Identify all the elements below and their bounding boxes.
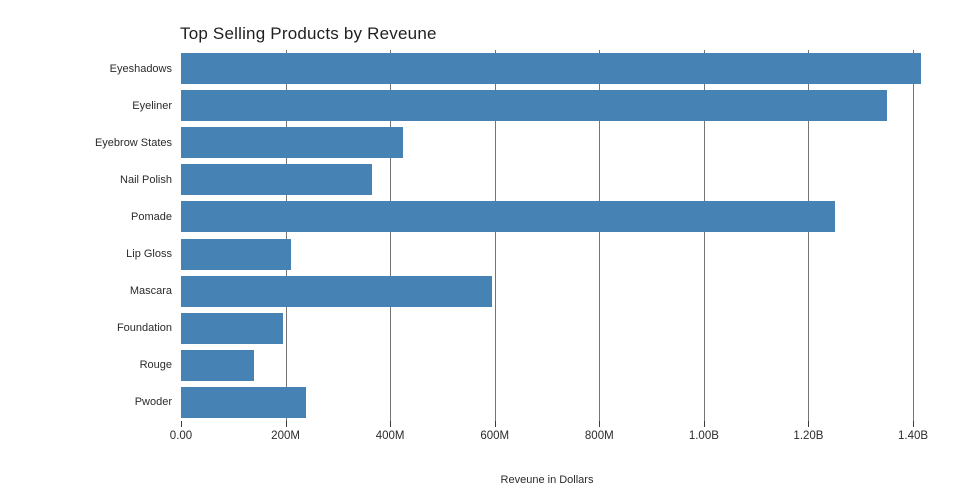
x-tick-label-800m: 800M <box>584 430 614 442</box>
x-tick-1.00b <box>703 421 705 427</box>
category-label-lip-gloss: Lip Gloss <box>126 248 172 261</box>
x-tick-label-1.40b: 1.40B <box>898 430 929 442</box>
category-label-eyebrow-states: Eyebrow States <box>94 136 172 149</box>
bar-pomade <box>181 201 835 233</box>
category-label-nail-polish: Nail Polish <box>120 173 172 186</box>
x-tick-label-400m: 400M <box>375 430 405 442</box>
x-tick-400m <box>390 421 392 427</box>
x-tick-label-600m: 600M <box>480 430 510 442</box>
x-tick-0.00 <box>181 421 182 427</box>
bar-eyeshadows <box>181 53 921 85</box>
gridline-400m <box>390 50 392 421</box>
category-label-rouge: Rouge <box>139 359 172 372</box>
x-tick-1.40b <box>913 421 915 427</box>
gridline-800m <box>599 50 601 421</box>
x-tick-label-1.20b: 1.20B <box>793 430 824 442</box>
gridline-1.00b <box>703 50 705 421</box>
bar-eyebrow-states <box>181 127 404 159</box>
gridline-600m <box>494 50 496 421</box>
bar-nail-polish <box>181 164 372 196</box>
x-tick-800m <box>599 421 601 427</box>
bar-rouge <box>181 349 255 381</box>
x-tick-label-0.00: 0.00 <box>169 430 193 442</box>
category-label-mascara: Mascara <box>129 285 172 298</box>
x-tick-600m <box>494 421 496 427</box>
category-label-pomade: Pomade <box>131 210 172 223</box>
gridline-200m <box>285 50 287 421</box>
x-tick-1.20b <box>808 421 810 427</box>
gridline-1.20b <box>808 50 810 421</box>
bar-eyeliner <box>181 90 887 122</box>
chart-title: Top Selling Products by Reveune <box>180 24 437 43</box>
x-tick-200m <box>285 421 287 427</box>
x-axis-title: Reveune in Dollars <box>500 474 594 486</box>
bar-foundation <box>181 312 283 344</box>
x-tick-label-1.00b: 1.00B <box>688 430 719 442</box>
bar-mascara <box>181 275 493 307</box>
category-label-eyeliner: Eyeliner <box>132 99 172 112</box>
x-tick-label-200m: 200M <box>271 430 300 442</box>
bar-pwoder <box>181 386 307 418</box>
bar-lip-gloss <box>181 238 291 270</box>
category-label-pwoder: Pwoder <box>134 396 172 409</box>
gridline-1.40b <box>913 50 915 421</box>
category-label-foundation: Foundation <box>116 322 172 335</box>
category-label-eyeshadows: Eyeshadows <box>109 62 172 75</box>
